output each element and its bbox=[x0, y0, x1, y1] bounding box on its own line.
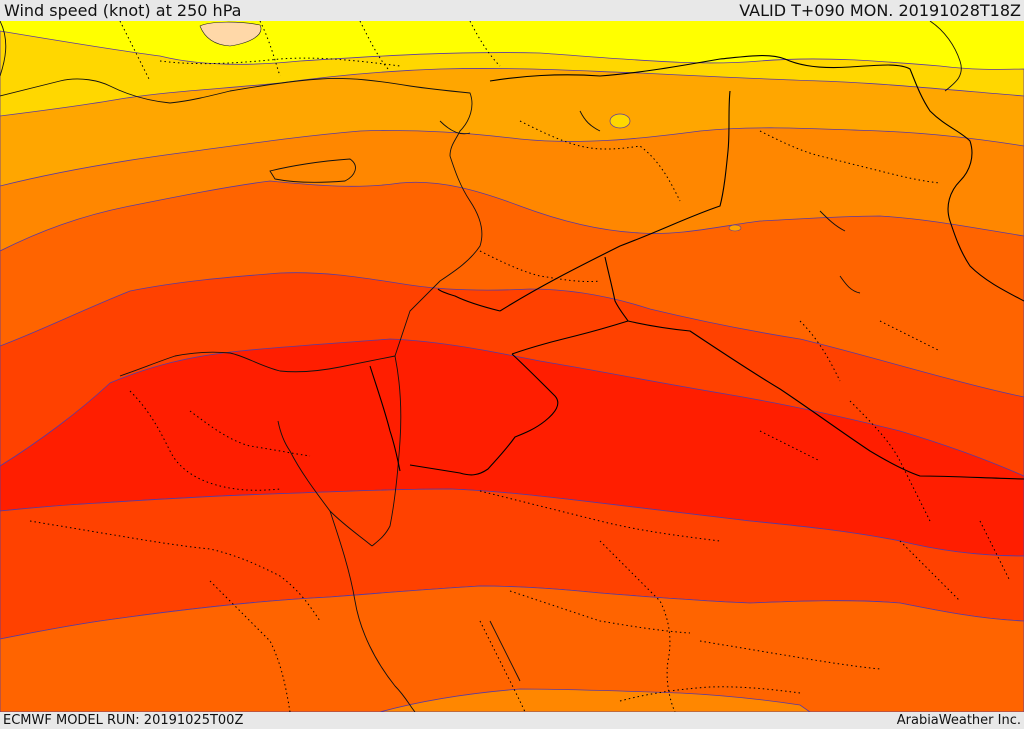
internal-boundaries bbox=[29, 21, 1011, 712]
band-orange-southern-edge bbox=[379, 688, 811, 712]
small-lake-east bbox=[728, 224, 742, 232]
land-patch-north bbox=[199, 21, 262, 47]
band-dark-orange-south bbox=[0, 585, 1024, 712]
coastlines bbox=[0, 21, 962, 712]
credit: ArabiaWeather Inc. bbox=[896, 713, 1021, 728]
small-lake-north bbox=[609, 113, 631, 129]
map-header: Wind speed (knot) at 250 hPa VALID T+090… bbox=[0, 0, 1024, 21]
valid-time: VALID T+090 MON. 20191028T18Z bbox=[739, 1, 1021, 20]
wind-speed-map[interactable] bbox=[0, 21, 1024, 712]
map-title: Wind speed (knot) at 250 hPa bbox=[4, 1, 242, 20]
map-footer: ECMWF MODEL RUN: 20191025T00Z ArabiaWeat… bbox=[0, 712, 1024, 729]
country-borders bbox=[369, 54, 1024, 480]
map-canvas bbox=[0, 21, 1024, 712]
model-run: ECMWF MODEL RUN: 20191025T00Z bbox=[3, 713, 244, 728]
